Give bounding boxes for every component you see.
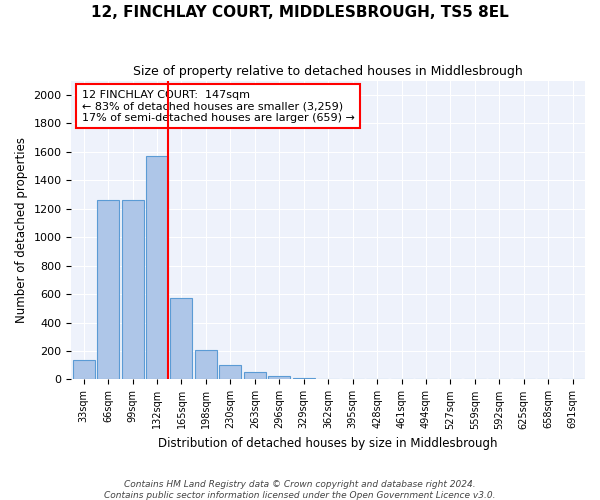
Bar [293,378,315,380]
Text: Contains HM Land Registry data © Crown copyright and database right 2024.
Contai: Contains HM Land Registry data © Crown c… [104,480,496,500]
Bar [220,365,241,380]
Bar [170,298,193,380]
Bar [97,200,119,380]
Bar [122,200,143,380]
Title: Size of property relative to detached houses in Middlesbrough: Size of property relative to detached ho… [133,65,523,78]
Y-axis label: Number of detached properties: Number of detached properties [15,137,28,323]
Bar [341,378,364,380]
Bar [146,156,168,380]
Bar [195,350,217,380]
Bar [244,372,266,380]
X-axis label: Distribution of detached houses by size in Middlesbrough: Distribution of detached houses by size … [158,437,498,450]
Bar [317,378,339,380]
Bar [268,376,290,380]
Text: 12 FINCHLAY COURT:  147sqm
← 83% of detached houses are smaller (3,259)
17% of s: 12 FINCHLAY COURT: 147sqm ← 83% of detac… [82,90,355,122]
Bar [73,360,95,380]
Text: 12, FINCHLAY COURT, MIDDLESBROUGH, TS5 8EL: 12, FINCHLAY COURT, MIDDLESBROUGH, TS5 8… [91,5,509,20]
